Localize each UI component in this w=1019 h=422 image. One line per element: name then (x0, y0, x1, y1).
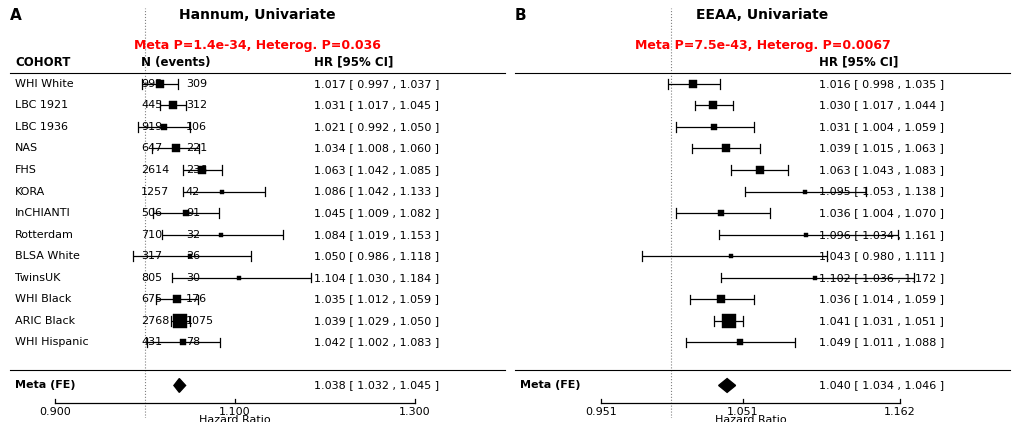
Text: Hannum, Univariate: Hannum, Univariate (179, 8, 335, 22)
Text: 1.038 [ 1.032 , 1.045 ]: 1.038 [ 1.032 , 1.045 ] (314, 381, 439, 390)
Text: FHS: FHS (15, 165, 37, 175)
Text: 1.300: 1.300 (398, 406, 430, 417)
Text: 1.039 [ 1.029 , 1.050 ]: 1.039 [ 1.029 , 1.050 ] (314, 316, 439, 326)
Text: 1.017 [ 0.997 , 1.037 ]: 1.017 [ 0.997 , 1.037 ] (314, 79, 439, 89)
Text: WHI Black: WHI Black (15, 294, 71, 304)
Text: 1.034 [ 1.008 , 1.060 ]: 1.034 [ 1.008 , 1.060 ] (314, 143, 439, 154)
Text: 1.084 [ 1.019 , 1.153 ]: 1.084 [ 1.019 , 1.153 ] (314, 230, 439, 240)
Text: 1.036 [ 1.004 , 1.070 ]: 1.036 [ 1.004 , 1.070 ] (818, 208, 944, 218)
Polygon shape (718, 379, 735, 392)
Text: 1.162: 1.162 (882, 406, 914, 417)
Text: BLSA White: BLSA White (15, 251, 79, 261)
Text: WHI White: WHI White (15, 79, 73, 89)
Text: 1.102 [ 1.036 , 1.172 ]: 1.102 [ 1.036 , 1.172 ] (818, 273, 944, 283)
Text: 431: 431 (142, 337, 162, 347)
Text: 1.039 [ 1.015 , 1.063 ]: 1.039 [ 1.015 , 1.063 ] (818, 143, 944, 154)
Text: 1.104 [ 1.030 , 1.184 ]: 1.104 [ 1.030 , 1.184 ] (314, 273, 439, 283)
Text: Meta P=1.4e-34, Heterog. P=0.036: Meta P=1.4e-34, Heterog. P=0.036 (133, 39, 381, 52)
Text: 506: 506 (142, 208, 162, 218)
Text: 675: 675 (142, 294, 162, 304)
Text: 236: 236 (185, 165, 207, 175)
Text: N (events): N (events) (142, 56, 211, 69)
Polygon shape (173, 379, 185, 392)
Text: 312: 312 (185, 100, 207, 111)
Text: Hazard Ratio: Hazard Ratio (714, 414, 786, 422)
Text: COHORT: COHORT (15, 56, 70, 69)
Text: 78: 78 (185, 337, 200, 347)
Text: 1.031 [ 1.017 , 1.045 ]: 1.031 [ 1.017 , 1.045 ] (314, 100, 439, 111)
Text: 1.045 [ 1.009 , 1.082 ]: 1.045 [ 1.009 , 1.082 ] (314, 208, 439, 218)
Text: 995: 995 (142, 79, 162, 89)
Text: 805: 805 (142, 273, 162, 283)
Text: 1.063 [ 1.043 , 1.083 ]: 1.063 [ 1.043 , 1.083 ] (818, 165, 944, 175)
Text: 0.951: 0.951 (585, 406, 616, 417)
Text: B: B (515, 8, 526, 24)
Text: 445: 445 (142, 100, 162, 111)
Text: 919: 919 (142, 122, 162, 132)
Text: 1.086 [ 1.042 , 1.133 ]: 1.086 [ 1.042 , 1.133 ] (314, 187, 439, 197)
Text: 176: 176 (185, 294, 207, 304)
Text: 1.031 [ 1.004 , 1.059 ]: 1.031 [ 1.004 , 1.059 ] (818, 122, 944, 132)
Text: 647: 647 (142, 143, 162, 154)
Text: Meta P=7.5e-43, Heterog. P=0.0067: Meta P=7.5e-43, Heterog. P=0.0067 (634, 39, 890, 52)
Text: Meta (FE): Meta (FE) (15, 381, 75, 390)
Text: 1.095 [ 1.053 , 1.138 ]: 1.095 [ 1.053 , 1.138 ] (818, 187, 944, 197)
Text: 309: 309 (185, 79, 207, 89)
Text: A: A (10, 8, 22, 24)
Text: 1.036 [ 1.014 , 1.059 ]: 1.036 [ 1.014 , 1.059 ] (818, 294, 944, 304)
Text: 106: 106 (185, 122, 207, 132)
Text: HR [95% CI]: HR [95% CI] (314, 56, 393, 69)
Text: LBC 1921: LBC 1921 (15, 100, 68, 111)
Text: TwinsUK: TwinsUK (15, 273, 60, 283)
Text: 1.041 [ 1.031 , 1.051 ]: 1.041 [ 1.031 , 1.051 ] (818, 316, 944, 326)
Text: 0.900: 0.900 (40, 406, 71, 417)
Text: 710: 710 (142, 230, 162, 240)
Text: EEAA, Univariate: EEAA, Univariate (696, 8, 827, 22)
Text: WHI Hispanic: WHI Hispanic (15, 337, 89, 347)
Text: 26: 26 (185, 251, 200, 261)
Text: 1.096 [ 1.034 , 1.161 ]: 1.096 [ 1.034 , 1.161 ] (818, 230, 944, 240)
Text: ARIC Black: ARIC Black (15, 316, 75, 326)
Text: 1.049 [ 1.011 , 1.088 ]: 1.049 [ 1.011 , 1.088 ] (818, 337, 944, 347)
Text: 1.063 [ 1.042 , 1.085 ]: 1.063 [ 1.042 , 1.085 ] (314, 165, 439, 175)
Text: 1.050 [ 0.986 , 1.118 ]: 1.050 [ 0.986 , 1.118 ] (314, 251, 439, 261)
Text: 1.042 [ 1.002 , 1.083 ]: 1.042 [ 1.002 , 1.083 ] (314, 337, 439, 347)
Text: KORA: KORA (15, 187, 46, 197)
Text: LBC 1936: LBC 1936 (15, 122, 68, 132)
Text: 91: 91 (185, 208, 200, 218)
Text: 32: 32 (185, 230, 200, 240)
Text: Hazard Ratio: Hazard Ratio (199, 414, 271, 422)
Text: NAS: NAS (15, 143, 39, 154)
Text: InCHIANTI: InCHIANTI (15, 208, 71, 218)
Text: 1.016 [ 0.998 , 1.035 ]: 1.016 [ 0.998 , 1.035 ] (818, 79, 944, 89)
Text: 317: 317 (142, 251, 162, 261)
Text: 1257: 1257 (142, 187, 169, 197)
Text: 2768: 2768 (142, 316, 169, 326)
Text: 1.021 [ 0.992 , 1.050 ]: 1.021 [ 0.992 , 1.050 ] (314, 122, 439, 132)
Text: 1.040 [ 1.034 , 1.046 ]: 1.040 [ 1.034 , 1.046 ] (818, 381, 944, 390)
Text: 30: 30 (185, 273, 200, 283)
Text: 42: 42 (185, 187, 200, 197)
Text: HR [95% CI]: HR [95% CI] (818, 56, 898, 69)
Text: 1.035 [ 1.012 , 1.059 ]: 1.035 [ 1.012 , 1.059 ] (314, 294, 439, 304)
Text: 1.051: 1.051 (727, 406, 758, 417)
Text: Rotterdam: Rotterdam (15, 230, 74, 240)
Text: Meta (FE): Meta (FE) (520, 381, 580, 390)
Text: 2614: 2614 (142, 165, 169, 175)
Text: 1075: 1075 (185, 316, 214, 326)
Text: 221: 221 (185, 143, 207, 154)
Text: 1.043 [ 0.980 , 1.111 ]: 1.043 [ 0.980 , 1.111 ] (818, 251, 944, 261)
Text: 1.100: 1.100 (219, 406, 251, 417)
Text: 1.030 [ 1.017 , 1.044 ]: 1.030 [ 1.017 , 1.044 ] (818, 100, 944, 111)
